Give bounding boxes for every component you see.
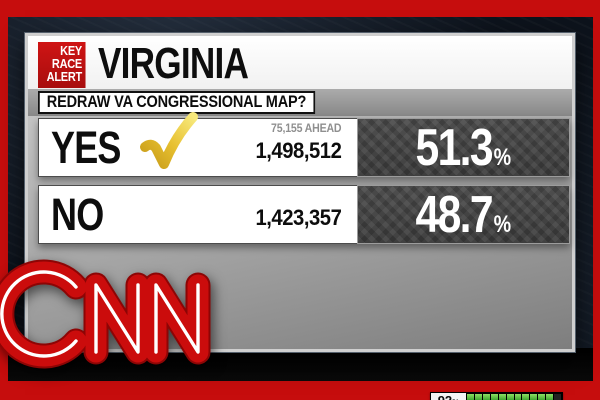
percent-number: 48.7 bbox=[415, 185, 494, 244]
estimated-vote-sign: % bbox=[452, 398, 459, 400]
estimated-vote-row: 92% bbox=[430, 392, 563, 400]
progress-segment-empty bbox=[554, 394, 562, 400]
percent-number: 51.3 bbox=[415, 118, 494, 177]
ballot-question: REDRAW VA CONGRESSIONAL MAP? bbox=[38, 91, 316, 114]
progress-segment-filled bbox=[522, 394, 530, 400]
progress-segment-filled bbox=[538, 394, 546, 400]
alert-line: KEY bbox=[60, 44, 82, 58]
percent-box-yes: 51.3% bbox=[357, 118, 570, 177]
vote-count-no: 1,423,357 bbox=[255, 205, 341, 230]
percent-box-no: 48.7% bbox=[357, 185, 570, 244]
percent-value-yes: 51.3% bbox=[416, 118, 512, 178]
estimated-vote-percent: 92% bbox=[431, 393, 466, 400]
progress-segment-filled bbox=[546, 394, 554, 400]
cnn-logo bbox=[0, 259, 211, 369]
option-label-yes: YES bbox=[51, 122, 121, 173]
result-row-no: NO 1,423,357 48.7% bbox=[38, 185, 570, 244]
header-band: KEY RACE ALERT VIRGINIA bbox=[28, 36, 572, 89]
option-label-no: NO bbox=[51, 189, 104, 240]
winner-check-icon bbox=[137, 109, 203, 177]
progress-segment-filled bbox=[506, 394, 514, 400]
alert-line: ALERT bbox=[46, 70, 83, 84]
vote-figures-no: 1,423,357 bbox=[255, 191, 341, 229]
percent-sign: % bbox=[493, 143, 512, 171]
studio-background: KEY RACE ALERT VIRGINIA REDRAW VA CONGRE… bbox=[8, 17, 593, 400]
margin-ahead-label bbox=[255, 191, 341, 204]
vote-count-yes: 1,498,512 bbox=[255, 138, 341, 163]
progress-segment-filled bbox=[530, 394, 538, 400]
estimated-vote-number: 92 bbox=[438, 393, 452, 400]
progress-segment-filled bbox=[474, 394, 482, 400]
percent-value-no: 48.7% bbox=[416, 185, 512, 245]
vote-figures-yes: 75,155 AHEAD 1,498,512 bbox=[255, 123, 342, 163]
page-title: VIRGINIA bbox=[98, 39, 249, 88]
progress-segment-filled bbox=[467, 394, 474, 400]
margin-ahead-label: 75,155 AHEAD bbox=[270, 123, 342, 135]
results-panel: YES 75,155 AHEAD bbox=[28, 112, 572, 400]
progress-segment-filled bbox=[490, 394, 498, 400]
question-band: REDRAW VA CONGRESSIONAL MAP? bbox=[28, 89, 572, 116]
estimated-vote-bar bbox=[466, 393, 562, 400]
percent-sign: % bbox=[493, 210, 512, 238]
estimated-vote-widget: 92% ESTIMATED VOTE bbox=[430, 392, 563, 400]
progress-segment-filled bbox=[482, 394, 490, 400]
key-race-alert-badge: KEY RACE ALERT bbox=[38, 42, 86, 88]
progress-segment-filled bbox=[498, 394, 506, 400]
alert-line: RACE bbox=[51, 57, 82, 71]
result-row-yes: YES 75,155 AHEAD bbox=[38, 112, 570, 177]
progress-segment-filled bbox=[514, 394, 522, 400]
